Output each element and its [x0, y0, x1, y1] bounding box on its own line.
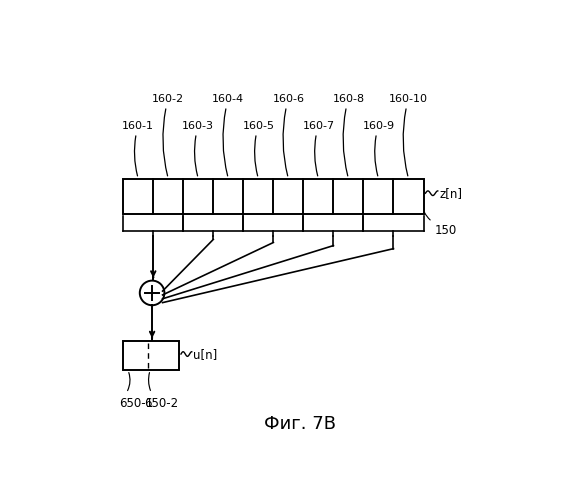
Bar	[123, 180, 424, 214]
Text: 160-2: 160-2	[152, 94, 185, 104]
Text: 650-2: 650-2	[144, 397, 178, 410]
Text: 150: 150	[434, 224, 456, 236]
Text: 160-8: 160-8	[332, 94, 364, 104]
Text: Фиг. 7B: Фиг. 7B	[264, 415, 336, 433]
Text: 650-1: 650-1	[120, 397, 154, 410]
Text: 160-1: 160-1	[122, 121, 154, 131]
Text: 160-4: 160-4	[212, 94, 244, 104]
Text: z[n]: z[n]	[440, 186, 462, 200]
Text: 160-10: 160-10	[389, 94, 428, 104]
Text: 160-5: 160-5	[243, 121, 274, 131]
Text: 160-6: 160-6	[272, 94, 304, 104]
Text: 160-3: 160-3	[182, 121, 214, 131]
Text: 160-7: 160-7	[302, 121, 335, 131]
Text: 160-9: 160-9	[362, 121, 394, 131]
Bar	[123, 341, 179, 370]
Text: u[n]: u[n]	[193, 348, 217, 360]
